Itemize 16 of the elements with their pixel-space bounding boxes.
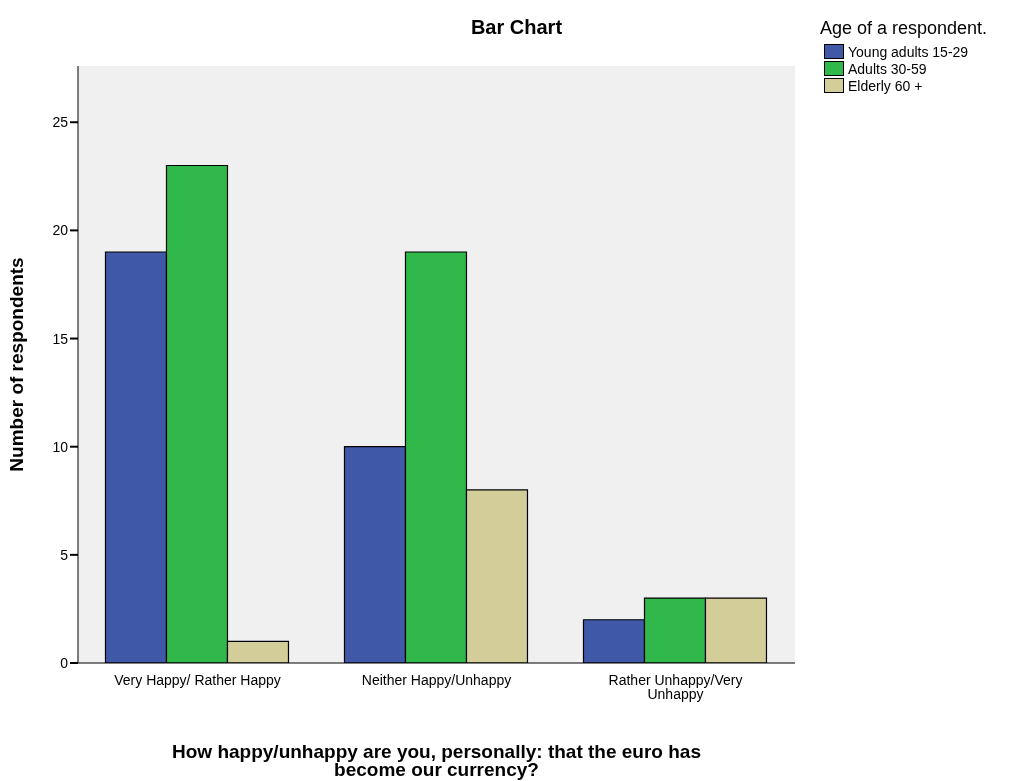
x-axis-title: How happy/unhappy are you, personally: that the euro has become our currency? — [171, 741, 702, 780]
x-tick-label: Rather Unhappy/Very Unhappy — [608, 671, 743, 702]
y-tick-label: 0 — [60, 654, 69, 671]
y-tick-label: 20 — [52, 222, 69, 239]
y-tick-label: 5 — [60, 546, 69, 563]
legend-title: Age of a respondent. — [820, 18, 988, 39]
chart-title: Bar Chart — [470, 16, 563, 38]
legend-label: Adults 30-59 — [847, 60, 928, 77]
y-tick-label: 10 — [52, 438, 69, 455]
y-tick-label: 25 — [52, 114, 69, 131]
y-axis-title: Number of respondents — [5, 257, 27, 472]
x-tick-label: Neither Happy/Unhappy — [361, 671, 512, 688]
x-tick-label: Very Happy/ Rather Happy — [114, 671, 281, 688]
legend-label: Young adults 15-29 — [847, 43, 970, 60]
legend-label: Elderly 60 + — [847, 77, 924, 94]
y-tick-label: 15 — [52, 330, 69, 347]
